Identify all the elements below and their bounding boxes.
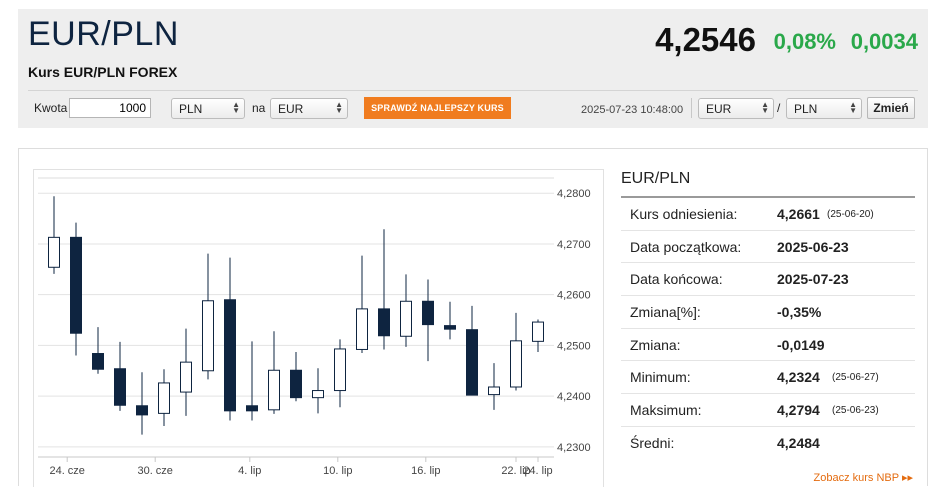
nbp-rate-link[interactable]: Zobacz kurs NBP ▸▸ (813, 472, 913, 484)
y-tick-label: 4,2800 (557, 188, 591, 200)
candle-body (488, 386, 500, 396)
chart-container: 4,2800 4,2700 4,2600 4,2500 4,2400 4,2300 24. … (33, 169, 604, 487)
info-value: 4,2661 (777, 206, 820, 222)
info-row: Kurs odniesienia: 4,2661 (25-06-20) (621, 198, 915, 231)
info-label: Minimum: (630, 369, 691, 386)
info-row: Zmiana: -0,0149 (621, 329, 915, 362)
info-label: Zmiana: (630, 336, 681, 353)
header-divider (28, 90, 918, 91)
info-value: 4,2324 (777, 369, 820, 386)
quote-header: EUR/PLN Kurs EUR/PLN FOREX 4,2546 0,08% … (18, 9, 928, 128)
candle-body (70, 236, 82, 334)
candle-body (158, 382, 170, 414)
candle-body (48, 236, 60, 268)
candle-body (92, 353, 104, 370)
change-pair-button[interactable]: Zmień (867, 97, 915, 119)
candle-body (444, 325, 456, 330)
candle-body (400, 300, 412, 337)
from-currency-select[interactable]: PLN ▲ ▼ (171, 98, 245, 119)
info-value: -0,0149 (777, 336, 825, 353)
info-label: Średni: (630, 434, 675, 451)
info-label: Data początkowa: (630, 238, 742, 255)
pair-subtitle: Kurs EUR/PLN FOREX (28, 64, 178, 80)
best-rate-button[interactable]: SPRAWDŹ NAJLEPSZY KURS (364, 97, 511, 119)
select-arrows-icon: ▲ ▼ (761, 100, 769, 115)
info-row: Średni: 4,2484 (621, 427, 915, 460)
amount-label: Kwota (34, 101, 68, 115)
pair-slash: / (777, 101, 781, 115)
info-row: Data końcowa: 2025-07-23 (621, 263, 915, 297)
x-tick-label: 10. lip (323, 465, 352, 477)
x-tick-label: 22. lip (501, 465, 530, 477)
candle-body (510, 340, 522, 388)
candle-body (268, 369, 280, 411)
candle-body (246, 405, 258, 412)
y-tick-label: 4,2500 (557, 340, 591, 352)
info-table: Kurs odniesienia: 4,2661 (25-06-20) Data p… (621, 198, 915, 460)
quote-currency-select[interactable]: PLN ▲ ▼ (786, 98, 862, 119)
x-tick-label: 24. lip (523, 465, 552, 477)
base-currency-value: EUR (706, 102, 732, 116)
candle-body (422, 300, 434, 326)
info-label: Maksimum: (630, 402, 702, 419)
to-currency-select[interactable]: EUR ▲ ▼ (270, 98, 348, 119)
to-label: na (252, 101, 266, 115)
info-date: (25-06-20) (827, 209, 874, 220)
select-arrows-icon: ▲ ▼ (232, 100, 240, 115)
x-tick-label: 4. lip (238, 465, 261, 477)
pair-title: EUR/PLN (28, 15, 179, 53)
candle-body (202, 300, 214, 372)
x-tick-label: 24. cze (49, 465, 84, 477)
current-rate: 4,2546 (655, 21, 756, 58)
info-value: 2025-07-23 (777, 271, 849, 288)
select-arrows-icon: ▲ ▼ (849, 100, 857, 115)
info-value: 4,2794 (777, 402, 820, 419)
amount-input[interactable] (69, 98, 151, 118)
candle-body (334, 348, 346, 392)
main-panel: 4,2800 4,2700 4,2600 4,2500 4,2400 4,2300 24. … (18, 148, 928, 487)
change-percent: 0,08% (773, 29, 836, 54)
candlestick-chart[interactable]: 4,2800 4,2700 4,2600 4,2500 4,2400 4,2300 24. … (34, 170, 603, 488)
candle-body (136, 405, 148, 416)
info-label: Zmiana[%]: (630, 304, 701, 321)
y-tick-label: 4,2400 (557, 391, 591, 403)
candle-body (356, 308, 368, 350)
candle-body (180, 361, 192, 393)
info-row: Minimum: 4,2324 (25-06-27) (621, 361, 915, 395)
candle-body (532, 321, 544, 342)
info-value: 4,2484 (777, 434, 820, 451)
info-title: EUR/PLN (621, 170, 691, 187)
candle-body (114, 368, 126, 406)
info-row: Maksimum: 4,2794 (25-06-23) (621, 394, 915, 427)
base-currency-select[interactable]: EUR ▲ ▼ (698, 98, 774, 119)
y-tick-label: 4,2600 (557, 290, 591, 302)
info-date: (25-06-27) (832, 372, 879, 384)
from-currency-value: PLN (179, 102, 203, 116)
info-value: 2025-06-23 (777, 238, 849, 255)
y-tick-label: 4,2300 (557, 442, 591, 454)
info-row: Data początkowa: 2025-06-23 (621, 231, 915, 264)
change-absolute: 0,0034 (850, 29, 918, 54)
x-tick-label: 16. lip (411, 465, 440, 477)
candle-body (290, 369, 302, 399)
candle-body (466, 329, 478, 396)
candle-body (224, 299, 236, 412)
candle-body (378, 308, 390, 337)
y-tick-label: 4,2700 (557, 239, 591, 251)
x-tick-label: 30. cze (137, 465, 172, 477)
quote-timestamp: 2025-07-23 10:48:00 (581, 104, 684, 116)
quote-currency-value: PLN (794, 102, 818, 116)
candle-body (312, 390, 324, 399)
info-row: Zmiana[%]: -0,35% (621, 296, 915, 329)
toolbar-divider (691, 98, 692, 118)
info-value: -0,35% (777, 304, 822, 321)
info-label: Data końcowa: (630, 271, 723, 288)
select-arrows-icon: ▲ ▼ (335, 100, 343, 115)
info-label: Kurs odniesienia: (630, 206, 738, 222)
to-currency-value: EUR (278, 102, 304, 116)
info-date: (25-06-23) (832, 405, 879, 417)
info-title-underline (621, 196, 915, 198)
